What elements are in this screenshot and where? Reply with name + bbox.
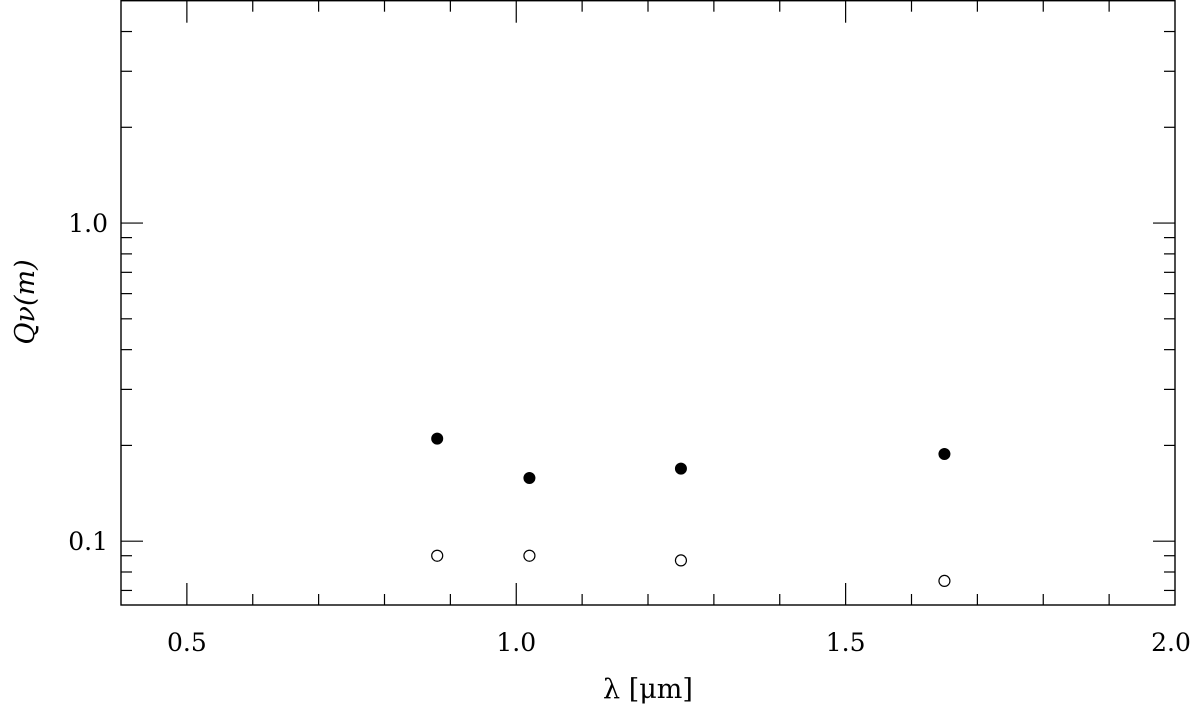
x-tick-label: 2.0 <box>1151 628 1191 657</box>
y-axis-title: Qν(m) <box>10 259 41 344</box>
y-tick-label: 0.1 <box>68 527 108 556</box>
filled-data-point <box>523 471 536 484</box>
y-tick-label: 1.0 <box>68 209 108 238</box>
x-tick-label: 1.0 <box>496 628 536 657</box>
filled-data-point <box>674 462 687 475</box>
data-points <box>431 432 951 588</box>
x-tick-label: 0.5 <box>167 628 207 657</box>
open-data-point <box>431 549 444 562</box>
x-tick-label: 1.5 <box>826 628 866 657</box>
filled-data-point <box>938 447 951 460</box>
axis-tick-labels: 0.5 1.0 1.5 2.0 0.1 1.0 <box>68 209 1191 657</box>
plot-frame <box>120 0 1176 606</box>
x-axis-title: λ [μm] <box>603 674 693 705</box>
open-data-point <box>674 554 688 567</box>
filled-data-point <box>431 432 444 445</box>
axis-ticks <box>121 0 1175 605</box>
open-data-point <box>938 574 951 588</box>
open-data-point <box>523 549 536 562</box>
